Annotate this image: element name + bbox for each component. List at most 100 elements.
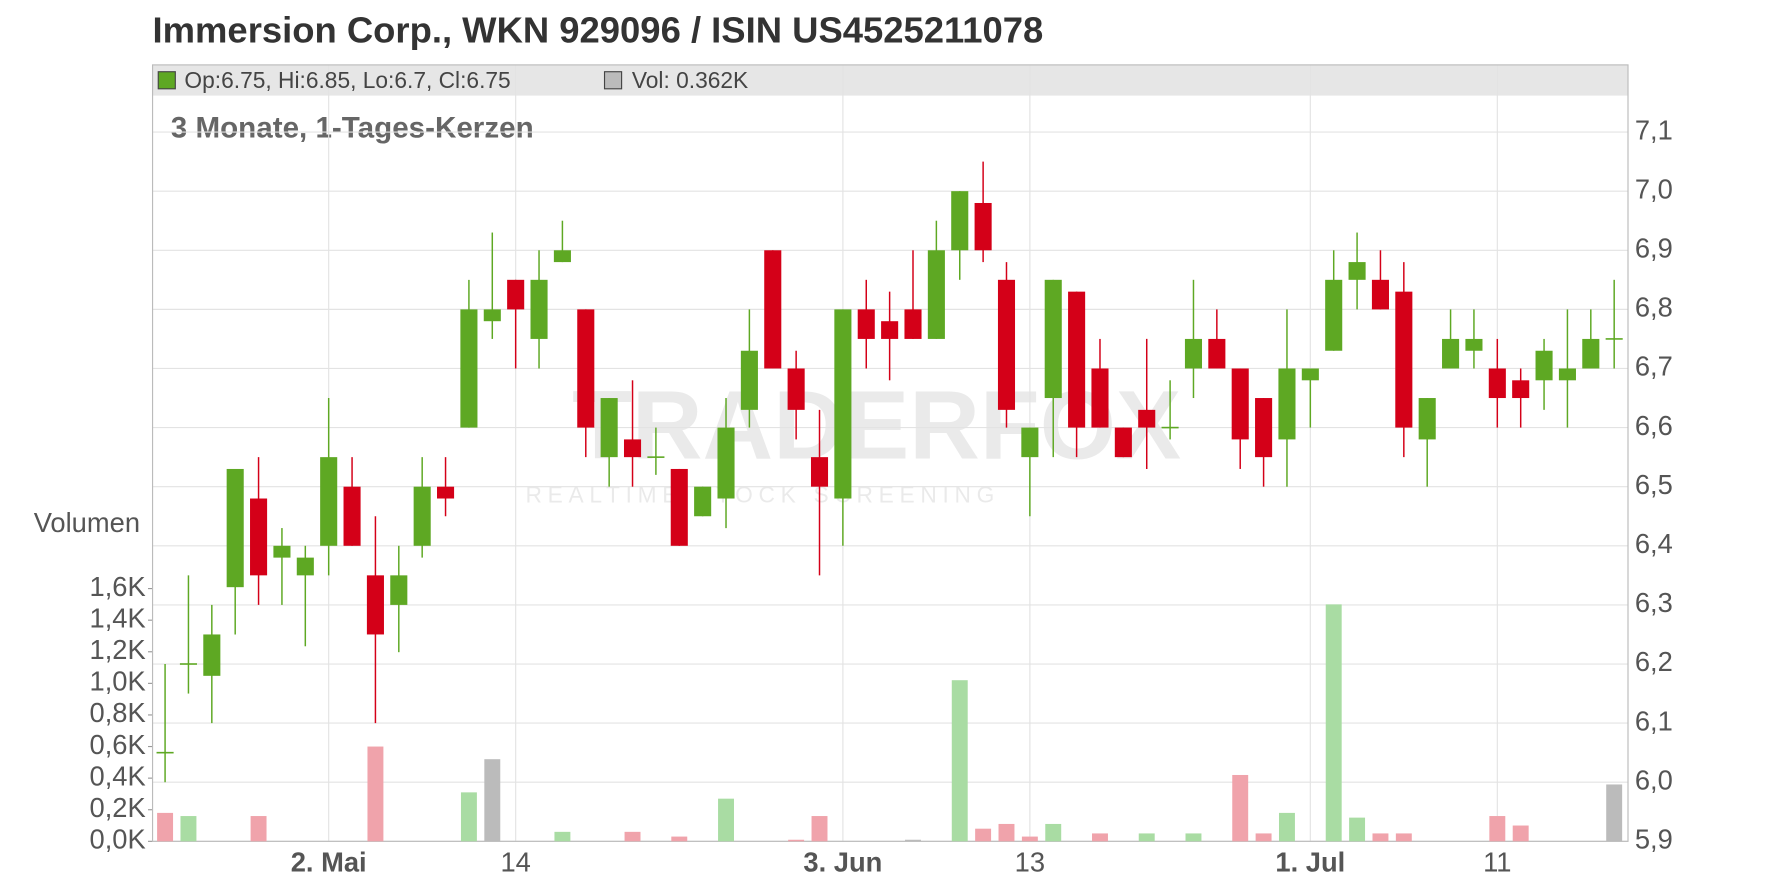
volume-bar [905, 839, 921, 842]
candle-body [343, 486, 361, 546]
volume-bar [1232, 774, 1249, 842]
volume-bar [975, 828, 992, 842]
candle-body [1325, 279, 1343, 351]
candle-body [810, 457, 829, 487]
y-tick-label: 6,0 [1635, 764, 1673, 795]
candle-body [413, 486, 431, 546]
y-tick-label: 6,6 [1635, 410, 1673, 441]
candle-body [250, 498, 268, 576]
volume-axis-label: Volumen [34, 507, 140, 538]
y-tick-label: 6,1 [1635, 705, 1673, 736]
volume-bar [1138, 833, 1155, 842]
volume-bar [1395, 833, 1412, 842]
candle-body [156, 751, 174, 754]
watermark-text: TRADERFOX [572, 369, 1181, 479]
candle-body [834, 309, 852, 499]
candle-body [483, 309, 501, 322]
candle-body [600, 398, 618, 458]
candle-body [881, 321, 899, 339]
candle-body [390, 575, 408, 605]
y2-tick-label: 1,2K [90, 634, 146, 665]
candle-body [1301, 368, 1319, 381]
volume-bar [1325, 604, 1342, 842]
candle-body [647, 456, 665, 458]
y-tick-label: 5,9 [1635, 824, 1673, 855]
y-tick-label: 6,2 [1635, 646, 1673, 677]
volume-bar [998, 823, 1015, 842]
candle-body [787, 368, 805, 410]
volume-bar [1278, 812, 1295, 842]
candle-body [203, 634, 221, 676]
candle-body [1091, 368, 1109, 428]
candle-body [1231, 368, 1249, 440]
volume-bar [484, 759, 501, 842]
candle-body [857, 309, 875, 339]
volume-bar [1092, 833, 1108, 842]
volume-bar [460, 792, 477, 842]
y-tick-label: 7,0 [1635, 173, 1673, 204]
chart-subtitle: 3 Monate, 1-Tages-Kerzen [171, 112, 534, 145]
legend-swatch [603, 71, 623, 90]
candle-body [507, 279, 525, 310]
plot-frame [151, 64, 1629, 842]
legend-bar [152, 64, 1629, 96]
volume-bar [1606, 784, 1623, 842]
y-tick-label: 7,1 [1635, 114, 1673, 145]
volume-bar [951, 680, 968, 842]
candle-body [997, 279, 1016, 410]
volume-bar [811, 816, 828, 842]
y2-tick-label: 1,0K [90, 666, 146, 697]
candle-body [670, 468, 688, 546]
volume-bar [1489, 816, 1506, 842]
x-tick-label: 14 [500, 846, 530, 877]
candle-body [460, 309, 478, 428]
candle-body [623, 439, 642, 458]
y-tick-label: 6,3 [1635, 587, 1673, 618]
volume-bar [367, 746, 384, 842]
candle-body [1605, 338, 1623, 340]
y2-tick-label: 0,0K [90, 824, 146, 855]
volume-bar [671, 836, 688, 842]
candle-body [1021, 427, 1039, 458]
candle-body [366, 575, 384, 635]
candle-body [553, 250, 571, 263]
legend-volume: Vol: 0.362K [632, 67, 748, 93]
candle-body [1488, 368, 1506, 399]
candle-body [1044, 279, 1062, 399]
candle-body [1138, 409, 1156, 428]
candle-body [1348, 262, 1366, 280]
y2-tick-label: 0,4K [90, 760, 146, 791]
candle-body [179, 663, 197, 665]
candle-body [1161, 426, 1179, 429]
x-tick-label: 1. Jul [1275, 846, 1345, 877]
volume-bar [1349, 817, 1366, 842]
volume-bar [250, 816, 267, 842]
y2-tick-label: 1,4K [90, 602, 146, 633]
candle-body [764, 250, 782, 369]
volume-bar [1255, 833, 1272, 842]
candle-body [1512, 380, 1530, 399]
candle-body [740, 350, 758, 410]
candle-body [296, 557, 314, 576]
candle-body [1465, 338, 1483, 351]
y2-tick-label: 1,6K [90, 571, 146, 602]
candle-body [1278, 368, 1296, 440]
candle-body [1184, 338, 1203, 369]
volume-bar [1185, 833, 1202, 842]
candle-body [1558, 368, 1576, 381]
candle-body [904, 309, 922, 339]
candle-body [1582, 338, 1600, 369]
y2-tick-label: 0,2K [90, 792, 146, 823]
volume-bar [1021, 836, 1038, 842]
y2-tick-label: 0,6K [90, 729, 146, 760]
candle-body [273, 545, 291, 558]
candle-body [951, 191, 969, 251]
candle-body [1114, 427, 1132, 458]
x-tick-label: 3. Jun [803, 846, 882, 877]
candle-body [1068, 291, 1086, 428]
volume-bar [554, 831, 571, 842]
volume-bar [1512, 825, 1529, 842]
candle-body [717, 427, 735, 499]
candle-body [1208, 338, 1226, 369]
